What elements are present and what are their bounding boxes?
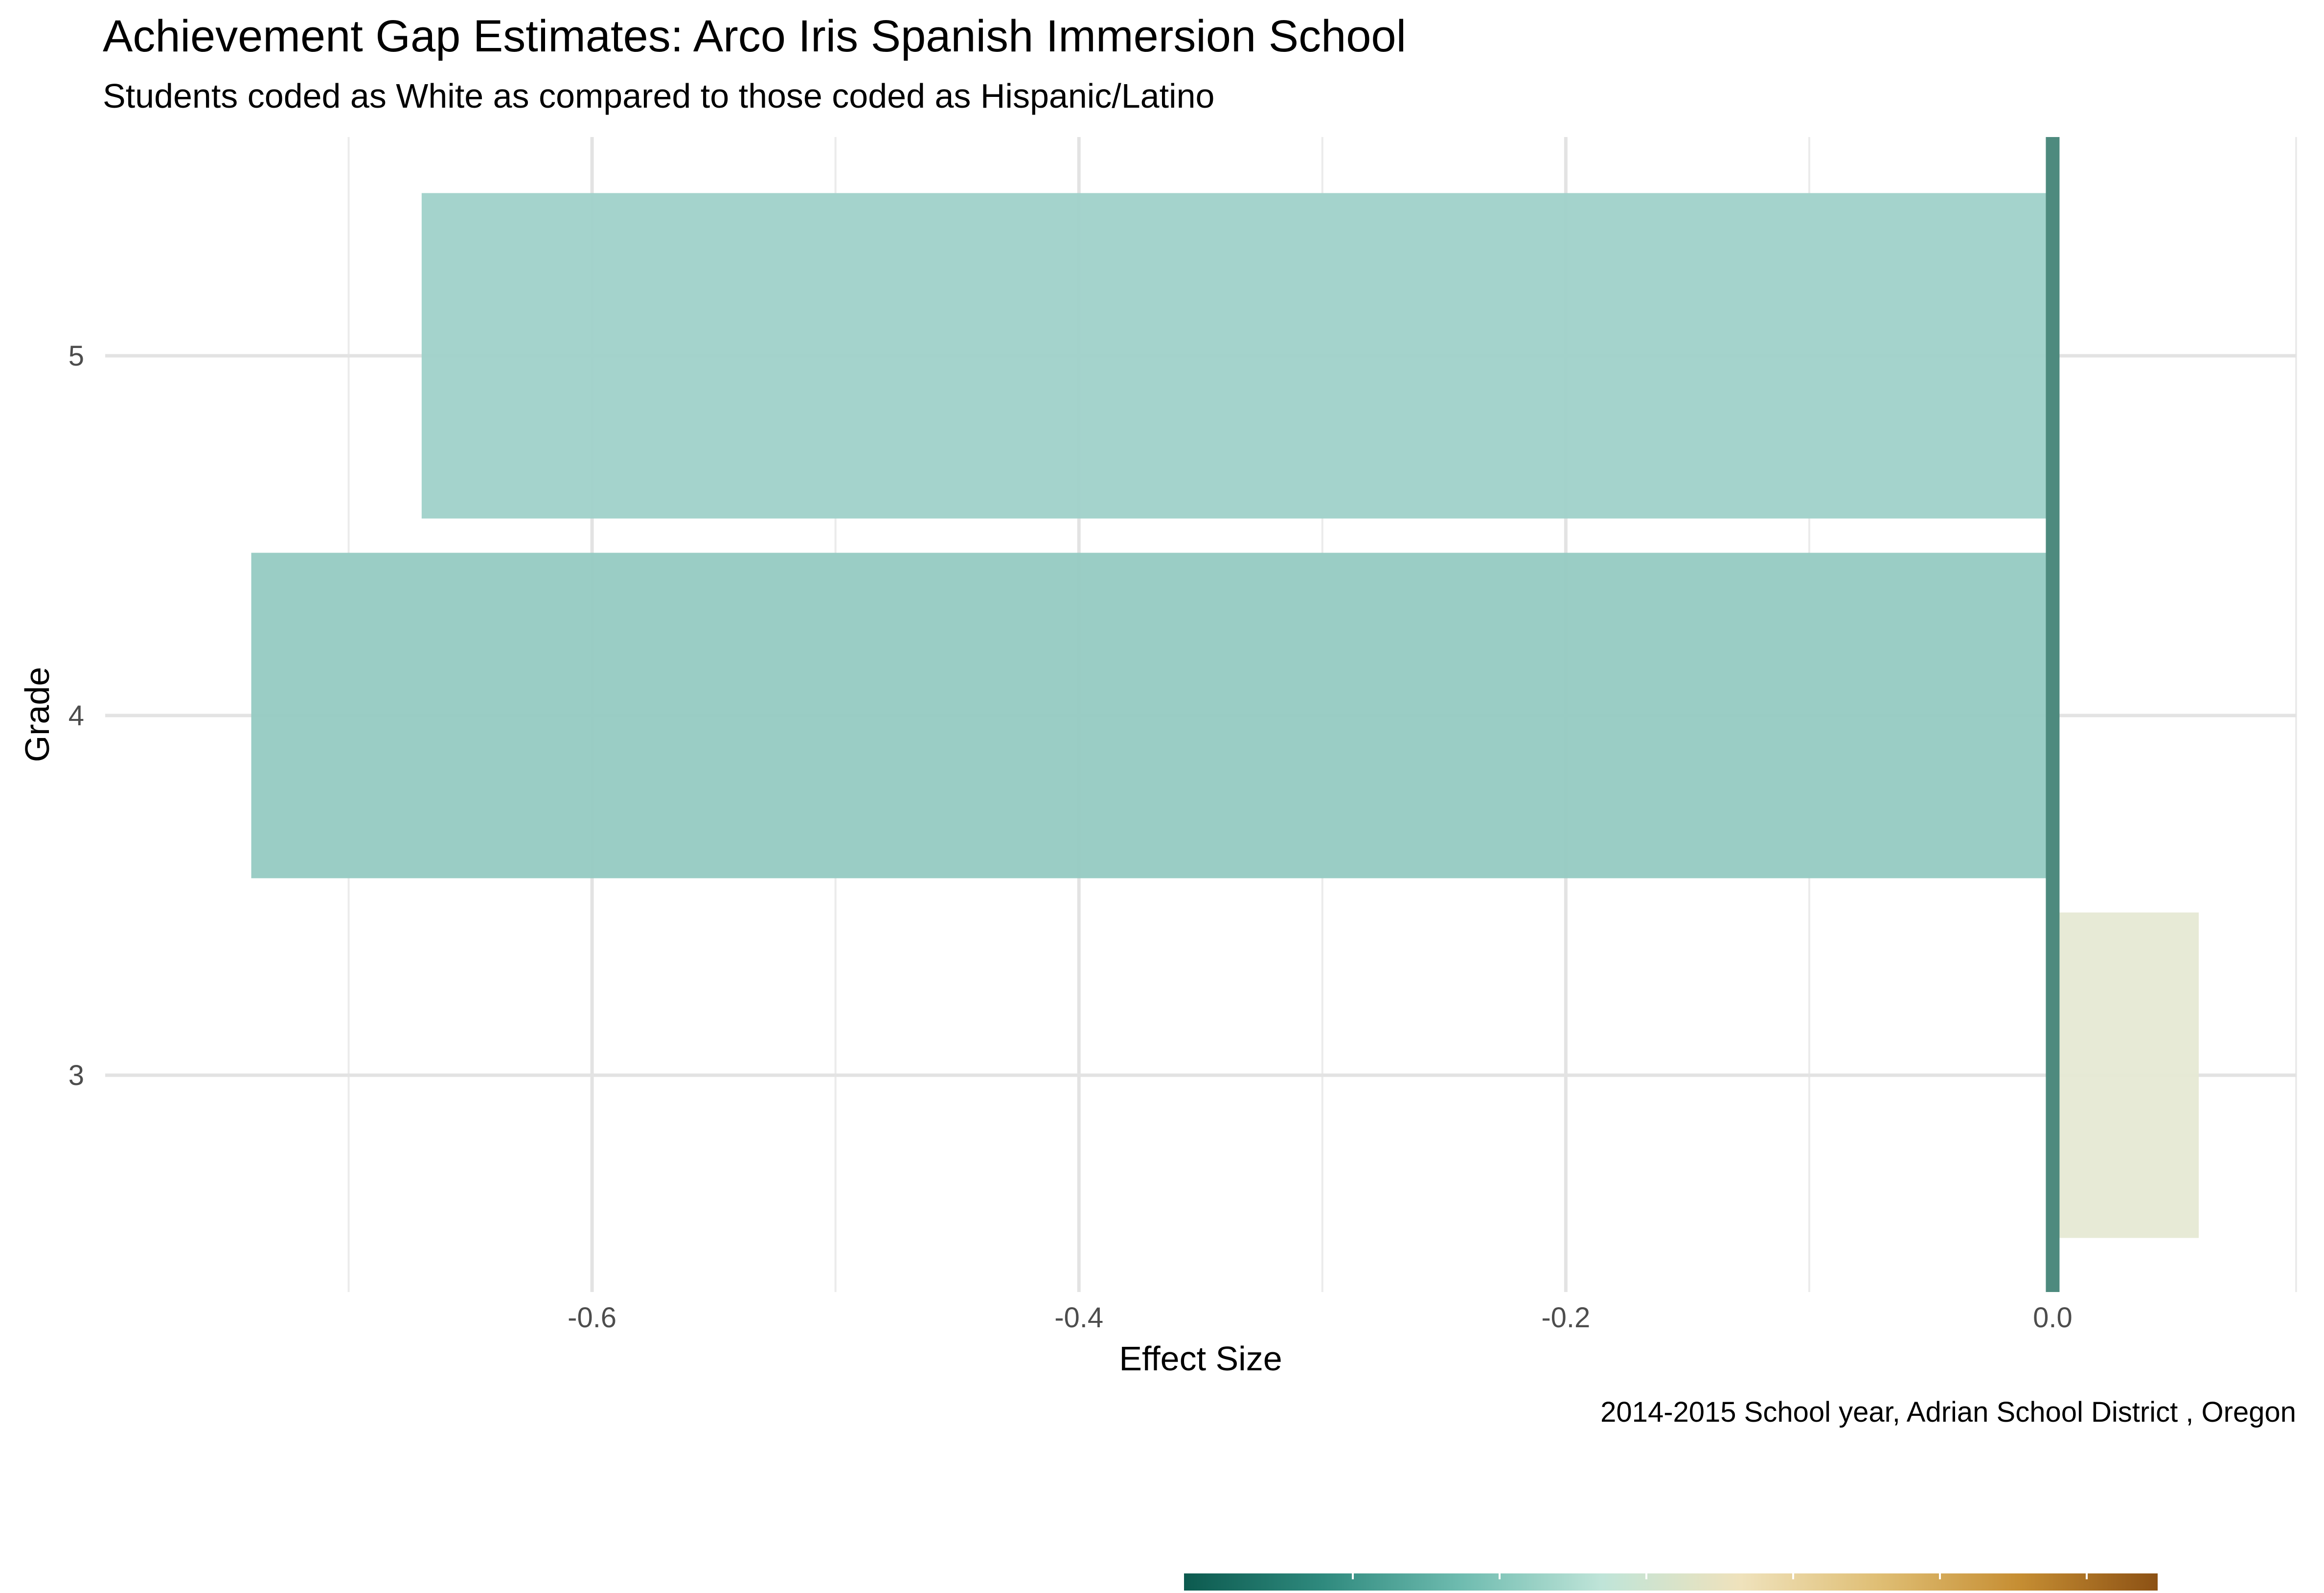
chart-title: Achievement Gap Estimates: Arco Iris Spa…	[103, 11, 1406, 61]
x-tick-label: 0.0	[2033, 1302, 2073, 1334]
bar-grade-3	[2052, 912, 2199, 1238]
y-tick-label: 4	[68, 700, 84, 732]
chart-subtitle: Students coded as White as compared to t…	[103, 77, 1214, 115]
y-axis-title: Grade	[18, 667, 56, 762]
zero-reference-line	[2046, 137, 2060, 1292]
chart-caption: 2014-2015 School year, Adrian School Dis…	[1600, 1396, 2296, 1428]
y-tick-label: 5	[68, 340, 84, 372]
x-tick-label: -0.4	[1054, 1302, 1103, 1334]
bar-grade-5	[421, 193, 2053, 519]
x-tick-label: -0.6	[568, 1302, 616, 1334]
x-tick-label: -0.2	[1541, 1302, 1590, 1334]
x-axis-title: Effect Size	[1119, 1339, 1282, 1378]
y-tick-label: 3	[68, 1060, 84, 1091]
bar-grade-4	[251, 553, 2053, 878]
colorbar-legend	[1184, 1573, 2158, 1591]
